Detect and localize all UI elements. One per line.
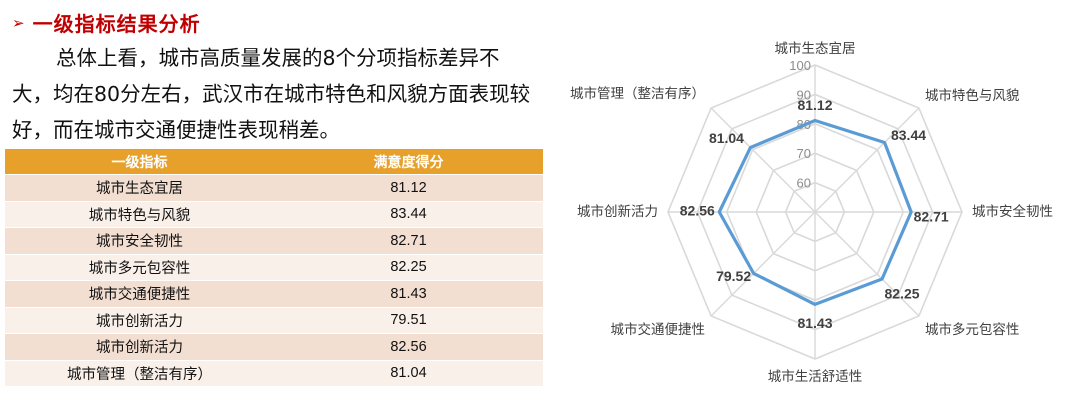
tick-label: 100: [789, 58, 811, 73]
section-heading: ➢ 一级指标结果分析: [12, 8, 201, 37]
value-label: 81.43: [797, 315, 832, 331]
grid-spoke: [814, 107, 920, 213]
table-row: 城市交通便捷性 81.43: [5, 280, 543, 307]
table-header-row: 一级指标 满意度得分: [5, 149, 543, 175]
indicator-cell: 城市创新活力: [5, 333, 274, 360]
score-cell: 82.71: [274, 227, 543, 254]
table-row: 城市多元包容性 82.25: [5, 253, 543, 281]
indicator-cell: 城市创新活力: [5, 306, 274, 334]
value-label: 83.44: [891, 127, 926, 143]
score-cell: 81.12: [274, 174, 543, 201]
indicator-cell: 城市特色与风貌: [5, 200, 274, 228]
score-cell: 79.51: [274, 306, 543, 334]
axis-label: 城市特色与风貌: [925, 87, 1020, 104]
tick-label: 70: [797, 146, 811, 161]
table-row: 城市特色与风貌 83.44: [5, 200, 543, 228]
table-row: 城市创新活力 79.51: [5, 306, 543, 334]
table-row: 城市管理（整洁有序） 81.04: [5, 359, 543, 386]
value-label: 82.56: [680, 203, 715, 219]
indicator-cell: 城市管理（整洁有序）: [5, 359, 274, 386]
axis-label: 城市创新活力: [577, 203, 658, 220]
value-label: 81.12: [797, 97, 832, 113]
score-table: 一级指标 满意度得分 城市生态宜居 81.12 城市特色与风貌 83.44 城市安全韧性…: [5, 149, 543, 386]
axis-label: 城市安全韧性: [972, 203, 1053, 220]
axis-label: 城市交通便捷性: [611, 321, 706, 338]
radar-chart: 6070809010081.1283.4482.7182.2581.4379.5…: [570, 40, 1053, 385]
score-cell: 82.56: [274, 333, 543, 360]
axis-label: 城市生活舒适性: [768, 368, 863, 385]
summary-text: 总体上看，城市高质量发展的8个分项指标差异不大，均在80分左右，武汉市在城市特色…: [12, 46, 531, 142]
score-cell: 81.04: [274, 359, 543, 386]
value-label: 79.52: [716, 268, 751, 284]
table-row: 城市生态宜居 81.12: [5, 174, 543, 201]
summary-paragraph: 总体上看，城市高质量发展的8个分项指标差异不大，均在80分左右，武汉市在城市特色…: [12, 40, 540, 148]
score-cell: 83.44: [274, 200, 543, 228]
axis-label: 城市管理（整洁有序）: [570, 85, 705, 102]
section-title: 一级指标结果分析: [32, 12, 201, 36]
table-row: 城市创新活力 82.56: [5, 333, 543, 360]
arrow-icon: ➢: [12, 13, 25, 32]
grid-spoke: [814, 211, 920, 317]
tick-label: 90: [797, 87, 811, 102]
grid-spoke: [710, 107, 816, 213]
indicator-cell: 城市交通便捷性: [5, 280, 274, 307]
score-cell: 82.25: [274, 253, 543, 281]
indicator-cell: 城市多元包容性: [5, 253, 274, 281]
grid-spoke: [710, 211, 816, 317]
axis-label: 城市多元包容性: [925, 321, 1020, 338]
value-label: 81.04: [709, 130, 744, 146]
score-cell: 81.43: [274, 280, 543, 307]
value-label: 82.71: [914, 209, 949, 225]
value-label: 82.25: [885, 286, 920, 302]
header-score: 满意度得分: [274, 149, 543, 175]
header-indicator: 一级指标: [5, 149, 274, 175]
series-line: [717, 118, 913, 307]
tick-label: 60: [797, 176, 811, 191]
indicator-cell: 城市生态宜居: [5, 174, 274, 201]
table-row: 城市安全韧性 82.71: [5, 227, 543, 254]
indicator-cell: 城市安全韧性: [5, 227, 274, 254]
axis-label: 城市生态宜居: [775, 40, 856, 57]
